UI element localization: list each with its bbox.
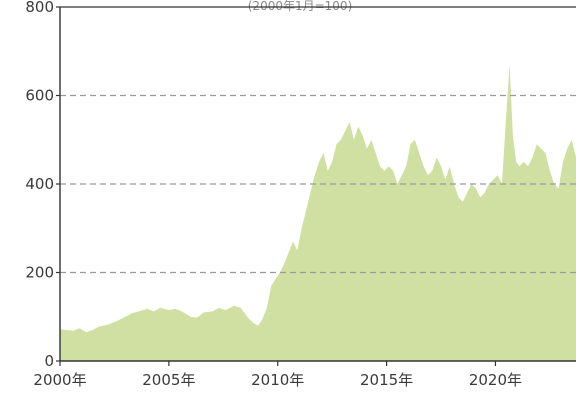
x-tick-label-2020: 2020年 xyxy=(469,371,522,389)
y-tick-label-800: 800 xyxy=(25,0,54,16)
y-tick-label-200: 200 xyxy=(25,264,54,282)
x-tick-label-2005: 2005年 xyxy=(142,371,195,389)
area-series-0 xyxy=(60,64,576,362)
x-tick-label-2015: 2015年 xyxy=(360,371,413,389)
x-tick-label-2000: 2000年 xyxy=(33,371,86,389)
y-tick-label-400: 400 xyxy=(25,175,54,193)
y-tick-label-0: 0 xyxy=(44,352,54,370)
y-tick-label-600: 600 xyxy=(25,87,54,105)
x-tick-label-2010: 2010年 xyxy=(251,371,304,389)
